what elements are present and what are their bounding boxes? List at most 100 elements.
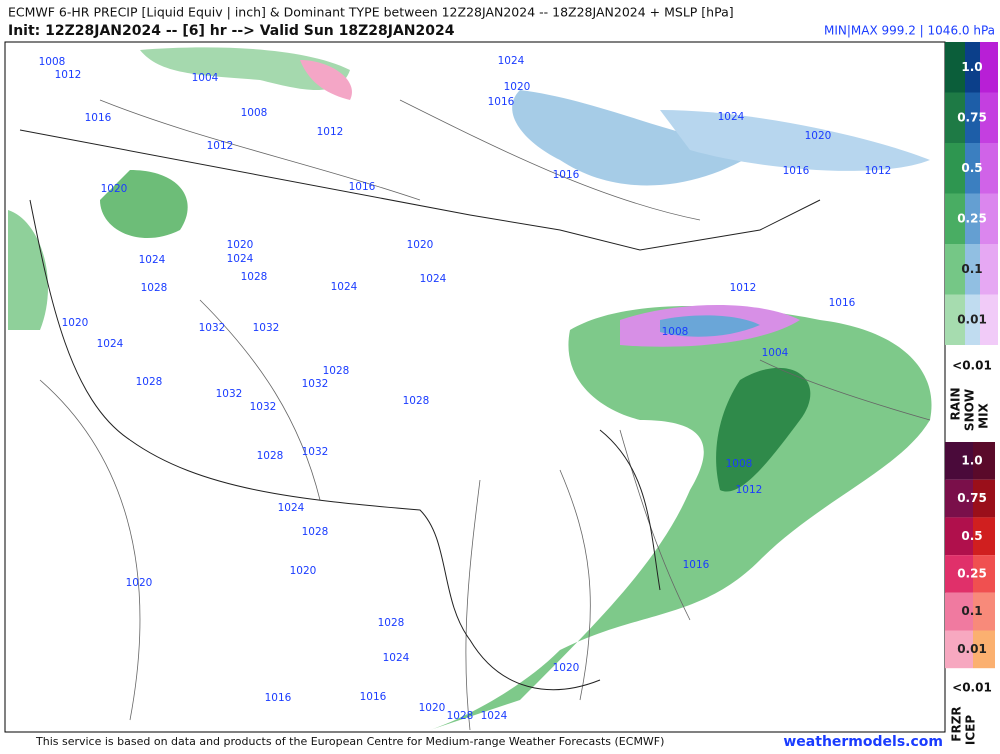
legend-swatch (945, 42, 965, 93)
legend-swatch (973, 630, 995, 669)
isobar-label: 1032 (302, 446, 329, 458)
isobar-label: 1028 (323, 365, 350, 377)
legend-swatch (945, 479, 973, 518)
map (4, 41, 946, 733)
isobar-label: 1024 (498, 55, 525, 67)
legend-swatch (965, 92, 980, 143)
legend-swatch (980, 42, 998, 93)
rain-area (430, 306, 932, 730)
isobar-label: 1020 (227, 239, 254, 251)
isobar-label: 1020 (504, 81, 531, 93)
isobar-label: 1008 (726, 458, 753, 470)
isobar-label: 1016 (85, 112, 112, 124)
isobars (39, 99, 931, 731)
legend-swatch (945, 442, 973, 480)
isobar-label: 1020 (805, 130, 832, 142)
legend: 1.0 0.75 0.5 0.25 0.1 0.01 <0.01 RAIN SNOW MIX 1.0… (945, 42, 998, 745)
legend-swatch (973, 479, 995, 518)
isobar-label: 1012 (730, 282, 757, 294)
legend-swatch (945, 193, 965, 244)
legend-level: 1.0 (961, 60, 982, 74)
isobar-label: 1028 (403, 395, 430, 407)
isobar-label: 1012 (207, 140, 234, 152)
isobar-label: 1028 (447, 710, 474, 722)
site-link: weathermodels.com (783, 734, 943, 750)
legend-swatch (965, 193, 980, 244)
legend-swatch (973, 517, 995, 556)
isobar-label: 1028 (378, 617, 405, 629)
isobar-label: 1020 (553, 662, 580, 674)
title: ECMWF 6-HR PRECIP [Liquid Equiv | inch] … (8, 5, 734, 20)
isobar-label: 1020 (62, 317, 89, 329)
legend-level: 0.75 (957, 110, 987, 124)
isobar-label: 1016 (360, 691, 387, 703)
legend-level: 1.0 (961, 453, 982, 467)
isobar-label: 1016 (265, 692, 292, 704)
legend-type: RAIN (949, 387, 963, 420)
isobar-label: 1032 (216, 388, 243, 400)
isobar-label: 1024 (481, 710, 508, 722)
isobar-label: 1028 (257, 450, 284, 462)
rain-area (140, 47, 350, 90)
isobar-label: 1020 (290, 565, 317, 577)
isobar-label: 1024 (278, 502, 305, 514)
isobar-label: 1020 (419, 702, 446, 714)
legend-swatch (965, 143, 980, 194)
legend-level: 0.01 (957, 312, 987, 326)
isobar-label: 1024 (331, 281, 358, 293)
legend-type: MIX (977, 402, 991, 428)
legend-below: <0.01 (952, 681, 992, 695)
isobar-label: 1024 (420, 273, 447, 285)
isobar-label: 1024 (718, 111, 745, 123)
isobar-label: 1024 (383, 652, 410, 664)
isobar-label: 1020 (101, 183, 128, 195)
legend-level: 0.1 (961, 604, 982, 618)
rain-area (8, 210, 49, 330)
isobar-label: 1032 (250, 401, 277, 413)
isobar-label: 1016 (783, 165, 810, 177)
legend-swatch (945, 555, 973, 593)
isobar-label: 1024 (139, 254, 166, 266)
legend-type: ICEP (964, 715, 978, 745)
legend-swatch (980, 92, 998, 143)
isobar-label: 1016 (683, 559, 710, 571)
isobar-label: 1024 (97, 338, 124, 350)
legend-type: SNOW (963, 389, 977, 431)
legend-swatch (945, 517, 973, 556)
isobar-label: 1012 (865, 165, 892, 177)
legend-level: 0.01 (957, 642, 987, 656)
legend-swatch (965, 42, 980, 93)
legend-below: <0.01 (952, 359, 992, 373)
legend-swatch (945, 244, 965, 295)
isobar-label: 1012 (736, 484, 763, 496)
isobar-label: 1020 (407, 239, 434, 251)
min-max: MIN|MAX 999.2 | 1046.0 hPa (824, 24, 995, 38)
legend-level: 0.25 (957, 566, 987, 580)
isobar-label: 1016 (829, 297, 856, 309)
legend-type: FRZR (950, 706, 964, 741)
credit: This service is based on data and produc… (35, 735, 664, 748)
heavy-rain-area (716, 367, 811, 492)
legend-level: 0.5 (961, 161, 982, 175)
subtitle: Init: 12Z28JAN2024 -- [6] hr --> Valid S… (8, 23, 455, 39)
isobar-label: 1012 (317, 126, 344, 138)
snow-area (660, 110, 930, 171)
legend-level: 0.25 (957, 211, 987, 225)
legend-swatch (945, 294, 965, 345)
isobar-label: 1008 (662, 326, 689, 338)
legend-swatch (945, 630, 973, 669)
snow-area (660, 315, 760, 337)
isobar-label: 1008 (241, 107, 268, 119)
isobar-label: 1032 (199, 322, 226, 334)
mix-area (300, 60, 352, 100)
legend-swatch (965, 294, 980, 345)
isobar-label: 1028 (241, 271, 268, 283)
legend-swatch (980, 193, 998, 244)
legend-swatch (945, 592, 973, 631)
isobar-label: 1020 (126, 577, 153, 589)
isobar-label: 1024 (227, 253, 254, 265)
isobar-label: 1028 (141, 282, 168, 294)
isobar-label: 1016 (488, 96, 515, 108)
